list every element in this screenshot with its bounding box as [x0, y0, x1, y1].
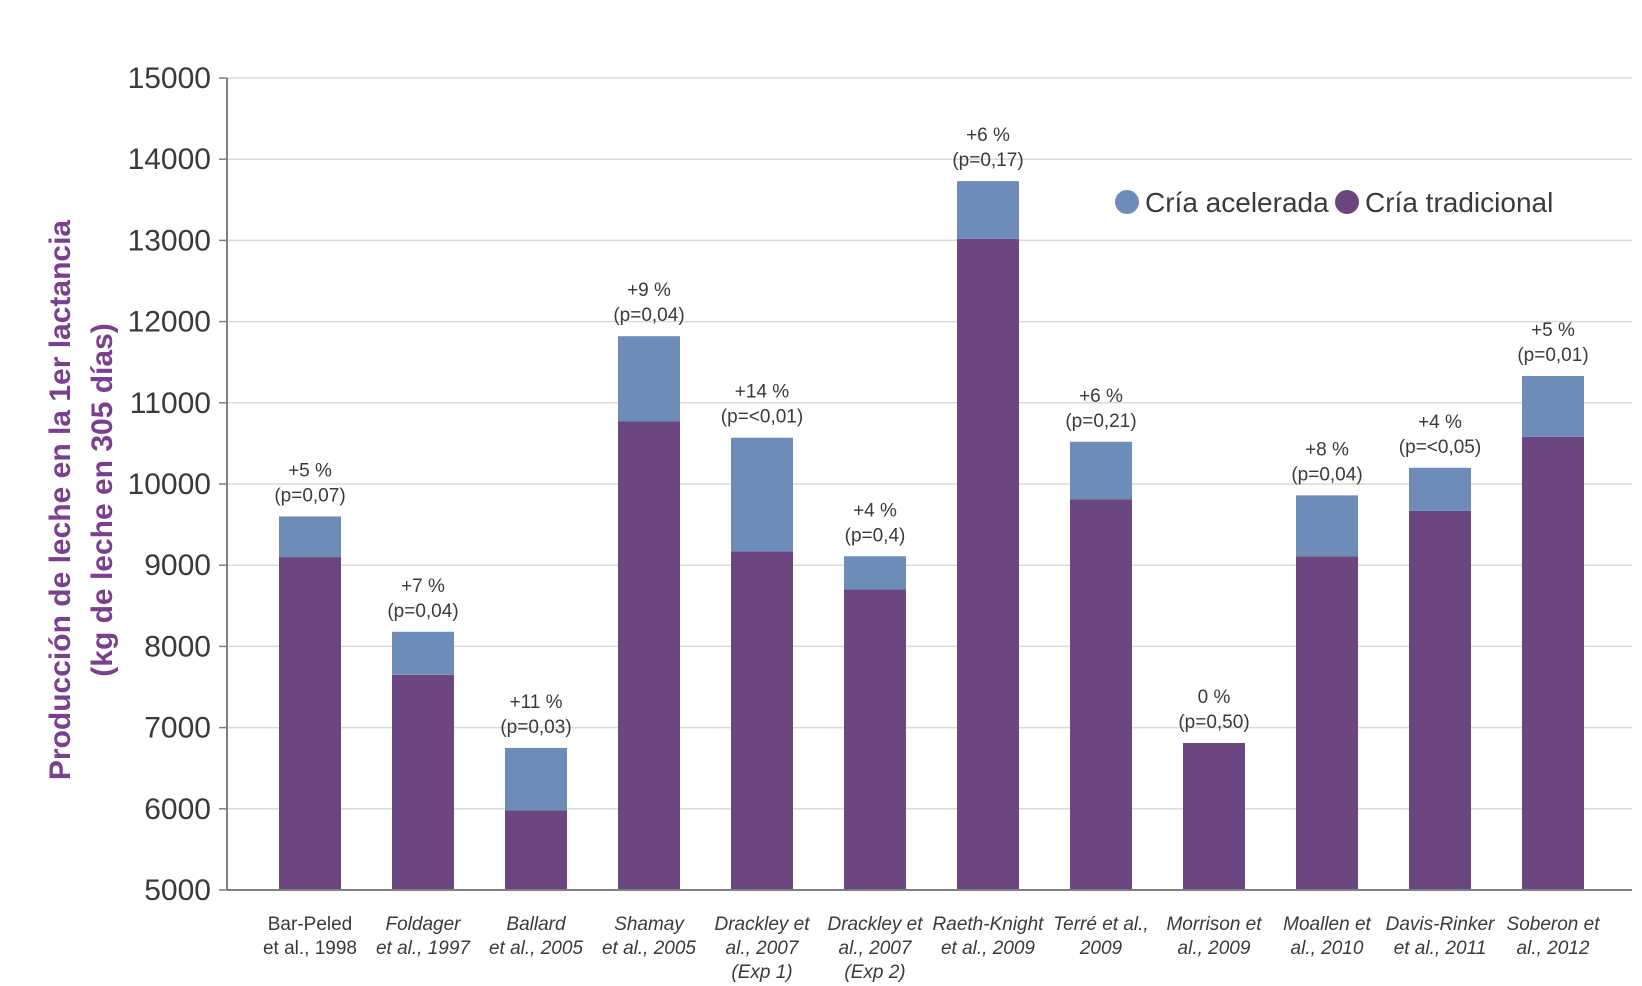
- bar-traditional: [279, 557, 341, 890]
- data-label-percent: +4 %: [1418, 412, 1462, 433]
- bar-traditional: [731, 551, 793, 890]
- data-label-percent: +6 %: [1079, 386, 1123, 407]
- data-label-percent: +9 %: [627, 280, 671, 301]
- bar-traditional: [1296, 556, 1358, 890]
- data-label-percent: 0 %: [1198, 687, 1231, 708]
- bar-traditional: [505, 810, 567, 890]
- x-tick-label: et al., 1998: [263, 938, 357, 959]
- legend-marker: [1335, 190, 1359, 214]
- x-tick-label: Foldager: [386, 914, 462, 935]
- data-label-pvalue: (p=<0,01): [721, 407, 803, 428]
- legend-marker: [1115, 190, 1139, 214]
- data-label-pvalue: (p=0,04): [1291, 464, 1362, 485]
- bar-accelerated: [957, 181, 1019, 239]
- y-tick-label: 8000: [144, 630, 211, 663]
- y-tick-label: 14000: [128, 143, 211, 176]
- y-tick-label: 12000: [128, 306, 211, 339]
- y-tick-label: 15000: [128, 62, 211, 95]
- x-tick-label: Morrison et: [1166, 914, 1262, 935]
- bar-traditional: [844, 589, 906, 890]
- x-tick-label: (Exp 1): [731, 962, 792, 983]
- y-tick-label: 6000: [144, 793, 211, 826]
- y-tick-label: 13000: [128, 224, 211, 257]
- x-tick-label: al., 2007: [839, 938, 913, 959]
- legend-label: Cría acelerada: [1145, 187, 1329, 218]
- x-tick-label: Raeth-Knight: [933, 914, 1045, 935]
- legend-label: Cría tradicional: [1365, 187, 1553, 218]
- data-label-percent: +4 %: [853, 500, 897, 521]
- data-label-pvalue: (p=0,03): [500, 717, 571, 738]
- data-label-percent: +11 %: [510, 692, 563, 713]
- data-label-pvalue: (p=0,21): [1065, 411, 1136, 432]
- bar-accelerated: [505, 747, 567, 811]
- y-tick-label: 11000: [130, 387, 211, 420]
- x-tick-label: et al., 2005: [489, 938, 583, 959]
- bar-accelerated: [731, 437, 793, 552]
- x-tick-label: Shamay: [614, 914, 685, 935]
- data-label-pvalue: (p=0,04): [387, 601, 458, 622]
- bar-accelerated: [279, 516, 341, 558]
- data-label-percent: +6 %: [966, 125, 1010, 146]
- x-tick-label: al., 2009: [1178, 938, 1251, 959]
- y-tick-label: 5000: [144, 874, 211, 907]
- bar-traditional: [1183, 743, 1245, 890]
- data-label-percent: +5 %: [1531, 320, 1575, 341]
- x-tick-label: et al., 1997: [376, 938, 471, 959]
- x-tick-label: Bar-Peled: [268, 914, 353, 935]
- x-tick-label: et al., 2011: [1394, 938, 1487, 959]
- bar-traditional: [392, 674, 454, 890]
- y-axis-label-units: (kg de leche en 305 días): [86, 323, 119, 676]
- bar-traditional: [618, 421, 680, 890]
- bar-traditional: [957, 238, 1019, 890]
- data-label-pvalue: (p=0,01): [1517, 345, 1588, 366]
- x-tick-label: et al., 2009: [941, 938, 1035, 959]
- bar-accelerated: [1296, 495, 1358, 557]
- bar-accelerated: [392, 631, 454, 675]
- data-label-pvalue: (p=0,50): [1178, 712, 1249, 733]
- x-tick-label: Drackley et: [827, 914, 923, 935]
- x-tick-label: Moallen et: [1283, 914, 1371, 935]
- bar-traditional: [1070, 499, 1132, 890]
- data-label-percent: +5 %: [288, 460, 332, 481]
- x-tick-label: Drackley et: [714, 914, 810, 935]
- y-tick-label: 7000: [144, 712, 211, 745]
- data-label-pvalue: (p=0,04): [613, 305, 684, 326]
- y-tick-label: 10000: [128, 468, 211, 501]
- y-axis-label: Producción de leche en la 1er lactancia: [44, 220, 77, 781]
- x-tick-label: Ballard: [506, 914, 567, 935]
- x-tick-label: et al., 2005: [602, 938, 696, 959]
- x-tick-label: Davis-Rinker: [1386, 914, 1495, 935]
- data-label-pvalue: (p=<0,05): [1399, 437, 1481, 458]
- bar-traditional: [1522, 436, 1584, 890]
- x-tick-label: al., 2007: [726, 938, 800, 959]
- x-tick-label: Terré et al.,: [1053, 914, 1148, 935]
- x-tick-label: al., 2010: [1291, 938, 1364, 959]
- x-tick-label: al., 2012: [1517, 938, 1590, 959]
- bar-accelerated: [618, 336, 680, 422]
- data-label-pvalue: (p=0,4): [845, 525, 906, 546]
- x-tick-label: Soberon et: [1507, 914, 1601, 935]
- data-label-percent: +14 %: [735, 382, 790, 403]
- data-label-percent: +7 %: [401, 576, 445, 597]
- data-label-pvalue: (p=0,17): [952, 150, 1023, 171]
- bar-accelerated: [1409, 467, 1471, 511]
- bar-accelerated: [1522, 376, 1584, 437]
- data-label-pvalue: (p=0,07): [274, 485, 345, 506]
- x-tick-label: (Exp 2): [844, 962, 905, 983]
- y-tick-label: 9000: [144, 549, 211, 582]
- bar-accelerated: [844, 556, 906, 590]
- bar-accelerated: [1070, 441, 1132, 500]
- bar-traditional: [1409, 510, 1471, 890]
- data-label-percent: +8 %: [1305, 439, 1349, 460]
- x-tick-label: 2009: [1079, 938, 1123, 959]
